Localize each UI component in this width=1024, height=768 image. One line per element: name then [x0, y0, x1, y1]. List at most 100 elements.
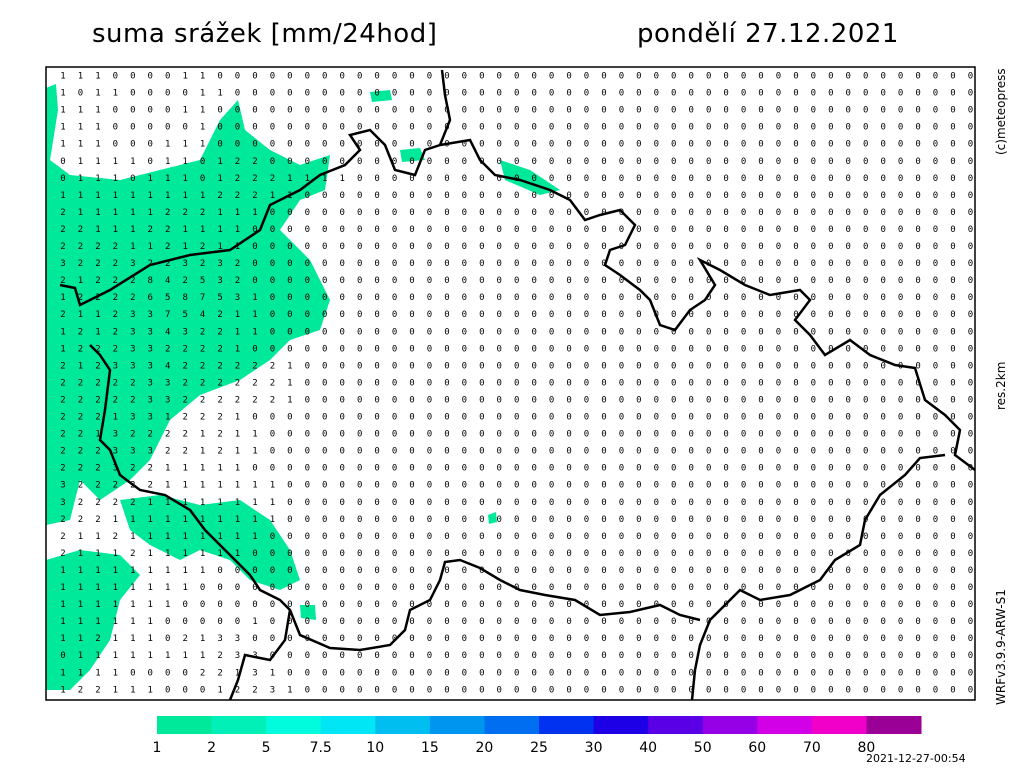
grid-value: 0	[706, 464, 711, 474]
grid-value: 0	[566, 668, 571, 678]
grid-value: 3	[165, 378, 170, 388]
grid-value: 0	[409, 259, 414, 269]
grid-value: 0	[287, 157, 292, 167]
grid-value: 1	[113, 515, 118, 525]
grid-value: 3	[148, 447, 153, 457]
grid-value: 0	[514, 361, 519, 371]
grid-value: 0	[688, 344, 693, 354]
grid-value: 2	[252, 361, 257, 371]
grid-value: 2	[60, 413, 65, 423]
copyright: (c)meteopress	[994, 68, 1008, 155]
grid-value: 2	[60, 310, 65, 320]
grid-value: 0	[863, 566, 868, 576]
grid-value: 0	[270, 583, 275, 593]
grid-value: 0	[706, 498, 711, 508]
grid-value: 0	[357, 600, 362, 610]
grid-value: 0	[357, 310, 362, 320]
grid-value: 2	[78, 498, 83, 508]
grid-value: 0	[305, 532, 310, 542]
grid-value: 2	[95, 378, 100, 388]
grid-value: 0	[444, 498, 449, 508]
grid-value: 0	[968, 157, 973, 167]
grid-value: 0	[933, 498, 938, 508]
grid-value: 0	[444, 276, 449, 286]
grid-value: 0	[409, 174, 414, 184]
grid-value: 0	[793, 174, 798, 184]
grid-value: 0	[654, 361, 659, 371]
grid-value: 0	[322, 464, 327, 474]
grid-value: 0	[252, 259, 257, 269]
grid-value: 0	[950, 617, 955, 627]
grid-value: 1	[78, 532, 83, 542]
grid-value: 0	[165, 634, 170, 644]
grid-value: 0	[776, 242, 781, 252]
grid-value: 0	[549, 344, 554, 354]
grid-value: 0	[741, 515, 746, 525]
grid-value: 0	[217, 123, 222, 133]
grid-value: 0	[671, 549, 676, 559]
grid-value: 0	[462, 225, 467, 235]
grid-value: 0	[479, 208, 484, 218]
grid-value: 0	[915, 123, 920, 133]
grid-value: 0	[514, 242, 519, 252]
grid-value: 0	[305, 293, 310, 303]
grid-value: 0	[409, 617, 414, 627]
grid-value: 0	[636, 395, 641, 405]
grid-value: 0	[566, 106, 571, 116]
grid-value: 1	[113, 668, 118, 678]
grid-value: 0	[130, 89, 135, 99]
grid-value: 0	[968, 293, 973, 303]
grid-value: 0	[601, 174, 606, 184]
grid-value: 0	[933, 225, 938, 235]
grid-value: 1	[182, 464, 187, 474]
grid-value: 0	[811, 293, 816, 303]
grid-value: 0	[427, 157, 432, 167]
grid-value: 0	[915, 430, 920, 440]
grid-value: 0	[933, 140, 938, 150]
grid-value: 0	[514, 447, 519, 457]
grid-value: 0	[758, 123, 763, 133]
grid-value: 0	[723, 344, 728, 354]
grid-value: 0	[305, 344, 310, 354]
grid-value: 7	[200, 293, 205, 303]
grid-value: 5	[217, 293, 222, 303]
grid-value: 1	[130, 651, 135, 661]
grid-value: 0	[357, 140, 362, 150]
grid-value: 0	[444, 685, 449, 695]
grid-value: 2	[200, 378, 205, 388]
grid-value: 4	[165, 361, 170, 371]
grid-value: 3	[217, 634, 222, 644]
grid-value: 0	[287, 344, 292, 354]
grid-value: 0	[444, 600, 449, 610]
grid-value: 1	[78, 123, 83, 133]
grid-value: 0	[497, 413, 502, 423]
grid-value: 0	[531, 191, 536, 201]
grid-value: 0	[811, 617, 816, 627]
grid-value: 0	[723, 361, 728, 371]
grid-value: 0	[863, 378, 868, 388]
grid-value: 0	[497, 191, 502, 201]
grid-value: 0	[654, 208, 659, 218]
grid-value: 1	[270, 668, 275, 678]
grid-value: 0	[811, 447, 816, 457]
grid-value: 0	[252, 583, 257, 593]
grid-value: 1	[95, 651, 100, 661]
grid-value: 0	[584, 532, 589, 542]
grid-value: 3	[60, 259, 65, 269]
grid-value: 0	[688, 447, 693, 457]
grid-value: 0	[915, 668, 920, 678]
grid-value: 0	[915, 617, 920, 627]
grid-value: 0	[898, 634, 903, 644]
grid-value: 0	[811, 123, 816, 133]
grid-value: 0	[968, 327, 973, 337]
grid-value: 2	[235, 259, 240, 269]
grid-value: 0	[357, 583, 362, 593]
grid-value: 3	[148, 413, 153, 423]
grid-value: 0	[950, 413, 955, 423]
grid-value: 0	[950, 515, 955, 525]
grid-value: 0	[339, 123, 344, 133]
grid-value: 0	[758, 413, 763, 423]
grid-value: 0	[793, 634, 798, 644]
grid-value: 0	[741, 208, 746, 218]
map: 1 1 1 0 0 0 0 1 1 0 0 0 0 0 0 0 0 0 0 0 0 0 0 0 0 0 0 0 0 0 0 0 0 0 0 0 0 0 0 0…	[45, 66, 976, 701]
